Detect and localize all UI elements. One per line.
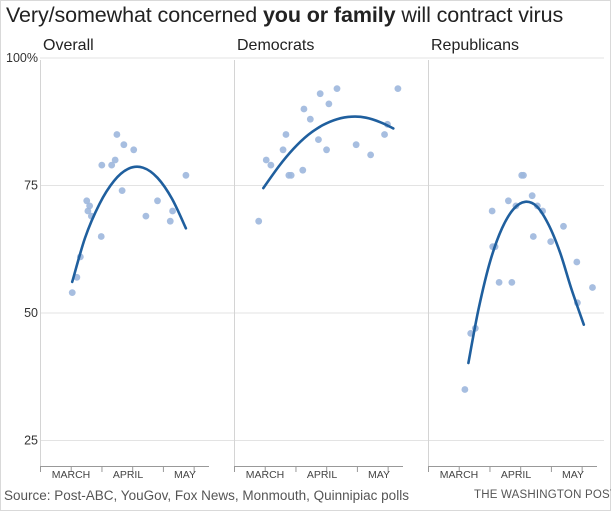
x-tick-label-2-may: MAY (562, 469, 584, 481)
data-point-2-8 (508, 279, 516, 286)
publisher-credit: THE WASHINGTON POST (474, 489, 611, 501)
data-point-2-17 (560, 222, 567, 230)
trend-curve-0 (70, 165, 188, 284)
x-tick-label-2-april: APRIL (501, 469, 532, 481)
y-tick-label-50: 50 (24, 306, 38, 320)
data-point-0-7 (97, 233, 105, 240)
x-tick-label-1-march: MARCH (246, 469, 285, 481)
data-point-0-3 (83, 197, 91, 205)
title-part-start: Very/somewhat concerned (6, 3, 263, 27)
data-point-1-11 (316, 90, 324, 98)
data-point-1-0 (255, 217, 263, 225)
data-point-0-14 (130, 146, 138, 154)
data-point-1-13 (325, 100, 333, 108)
data-point-1-10 (315, 136, 322, 144)
data-point-2-0 (461, 386, 469, 393)
data-point-2-16 (547, 238, 555, 246)
panel-title-0: Overall (43, 37, 94, 54)
data-point-1-7 (299, 166, 307, 174)
x-tick-label-1-may: MAY (368, 469, 390, 481)
x-tick-label-1-april: APRIL (307, 469, 338, 481)
data-point-0-9 (108, 161, 116, 169)
data-point-0-11 (113, 131, 121, 138)
y-tick-label-25: 25 (24, 434, 38, 448)
data-point-0-15 (142, 212, 150, 220)
trend-curve-1 (262, 115, 395, 190)
data-point-1-6 (287, 171, 295, 179)
data-point-0-17 (166, 217, 174, 225)
data-point-1-8 (300, 105, 308, 113)
data-point-0-16 (154, 197, 161, 205)
panel-title-2: Republicans (431, 37, 519, 54)
data-point-0-13 (120, 141, 128, 149)
data-point-0-8 (98, 161, 106, 169)
data-point-2-3 (488, 207, 496, 215)
data-point-0-12 (118, 187, 126, 195)
data-point-1-12 (323, 146, 330, 154)
data-point-1-9 (306, 115, 314, 123)
data-point-2-6 (495, 279, 503, 286)
trend-curve-2 (467, 200, 586, 365)
title-part-bold: you or family (262, 3, 396, 27)
data-point-1-4 (282, 131, 290, 138)
data-point-1-17 (381, 131, 388, 138)
data-point-1-19 (394, 85, 402, 92)
chart-title: Very/somewhat concerned you or family wi… (6, 3, 563, 28)
data-point-1-1 (262, 156, 270, 164)
data-point-1-15 (352, 141, 360, 149)
data-point-1-16 (367, 151, 375, 159)
x-tick-label-0-may: MAY (174, 469, 196, 481)
title-part-end: will contract virus (395, 3, 564, 27)
data-point-2-7 (504, 197, 512, 205)
data-point-1-2 (267, 161, 275, 169)
data-point-2-12 (528, 192, 536, 200)
data-point-0-4 (84, 207, 92, 215)
y-tick-label-75: 75 (24, 179, 38, 193)
source-note: Source: Post-ABC, YouGov, Fox News, Monm… (4, 488, 409, 503)
y-tick-label-100: 100% (6, 51, 38, 65)
data-point-0-18 (169, 207, 176, 215)
x-tick-label-0-april: APRIL (113, 469, 144, 481)
data-point-0-5 (86, 202, 94, 210)
data-point-2-20 (589, 284, 596, 291)
data-point-2-11 (520, 171, 527, 179)
data-point-0-10 (111, 156, 119, 164)
x-tick-label-2-march: MARCH (440, 469, 479, 481)
data-point-2-13 (529, 233, 537, 240)
data-point-1-14 (333, 85, 341, 92)
data-point-0-0 (68, 289, 76, 296)
data-point-0-19 (182, 171, 190, 179)
data-point-2-18 (573, 258, 581, 266)
panel-title-1: Democrats (237, 37, 314, 54)
data-point-1-3 (279, 146, 287, 154)
x-tick-label-0-march: MARCH (52, 469, 91, 481)
